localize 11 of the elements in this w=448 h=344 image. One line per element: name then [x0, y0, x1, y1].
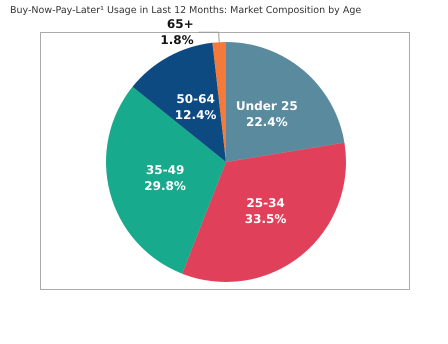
data-label: 29.8%	[144, 179, 186, 194]
slice-label: 35-49	[146, 163, 184, 178]
slice-label: 50-64	[176, 92, 215, 106]
data-label: 1.8%	[160, 33, 194, 48]
slice-label: 65+	[166, 17, 194, 32]
chart-title: Buy-Now-Pay-Later¹ Usage in Last 12 Months: Market Composition by Age	[10, 5, 362, 16]
slice-label: 25-34	[246, 196, 285, 210]
slice-label: Under 25	[236, 98, 298, 113]
data-label: 12.4%	[174, 108, 216, 122]
data-label: 22.4%	[246, 114, 288, 129]
data-label: 33.5%	[244, 212, 286, 226]
